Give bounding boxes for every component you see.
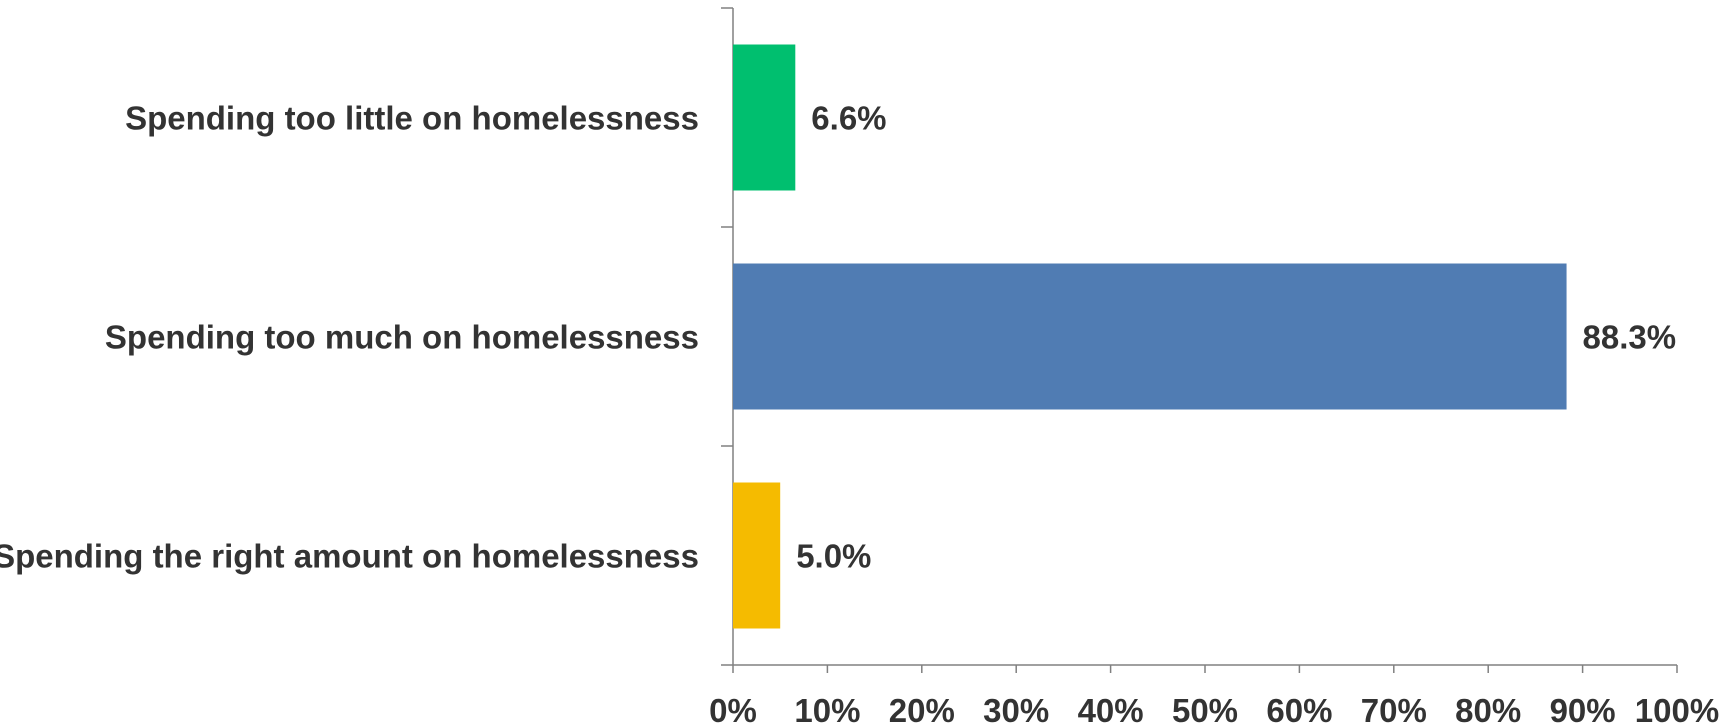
bar <box>733 263 1567 410</box>
x-tick-label: 30% <box>983 692 1049 726</box>
chart-labels: Spending too little on homelessness 6.6% S… <box>0 100 1676 575</box>
data-label: 6.6% <box>811 100 886 137</box>
chart-bars <box>733 44 1567 629</box>
x-tick-label: 70% <box>1361 692 1427 726</box>
x-tick-label: 60% <box>1266 692 1332 726</box>
category-label: Spending too much on homelessness <box>105 319 699 356</box>
bar <box>733 44 796 191</box>
x-tick-label: 20% <box>889 692 955 726</box>
x-tick-label: 90% <box>1550 692 1616 726</box>
x-tick-label: 50% <box>1172 692 1238 726</box>
bar <box>733 482 781 629</box>
chart-axes: 0% 10% 20% 30% 40% 50% 60% 70% 80% 90% 100% <box>709 7 1719 726</box>
x-tick-label: 0% <box>709 692 757 726</box>
x-tick-label: 80% <box>1455 692 1521 726</box>
x-tick-label: 10% <box>794 692 860 726</box>
x-tick-label: 40% <box>1078 692 1144 726</box>
x-tick-label: 100% <box>1635 692 1719 726</box>
data-label: 88.3% <box>1583 319 1677 356</box>
data-label: 5.0% <box>796 538 871 575</box>
category-label: Spending too little on homelessness <box>125 100 699 137</box>
category-label: Spending the right amount on homelessnes… <box>0 538 699 575</box>
